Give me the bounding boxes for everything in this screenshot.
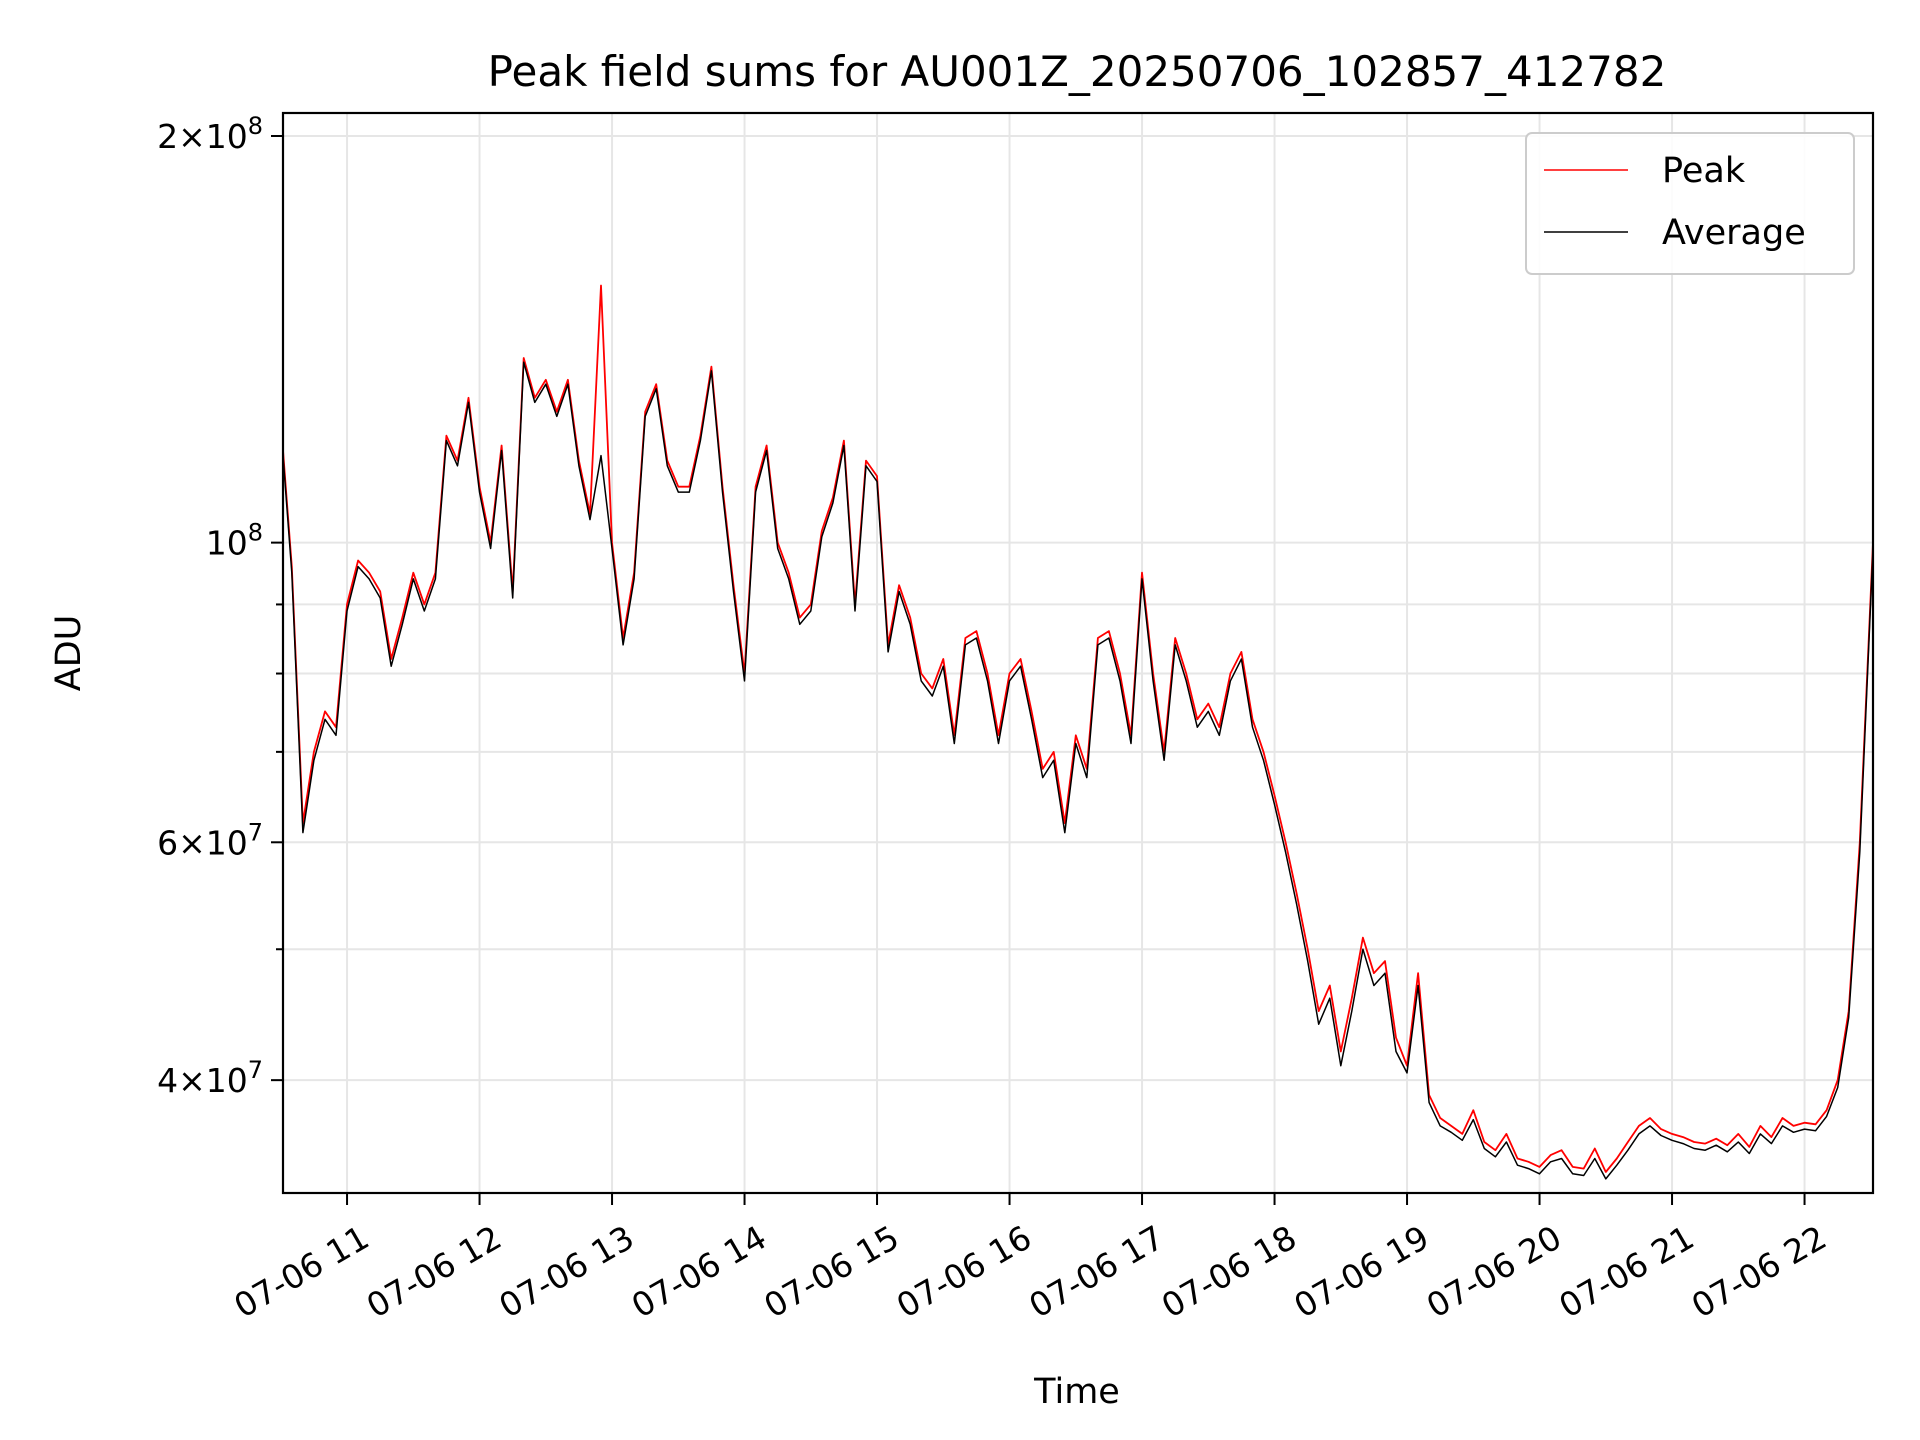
series-line-peak (282, 284, 1874, 1173)
legend: Peak Average (1525, 132, 1855, 275)
y-axis: 2×108 108 6×107 4×107 (157, 112, 283, 1100)
y-tick-label: 6×107 (157, 818, 263, 862)
grid (283, 113, 1873, 1193)
chart-title: Peak field sums for AU001Z_20250706_1028… (488, 47, 1667, 96)
legend-label-average: Average (1662, 213, 1806, 253)
x-axis-title: Time (1033, 1372, 1120, 1412)
y-tick-label: 4×107 (157, 1056, 263, 1100)
y-tick-label: 2×108 (157, 112, 263, 156)
legend-label-peak: Peak (1662, 151, 1746, 191)
series-line-average (282, 361, 1874, 1180)
legend-box (1525, 132, 1855, 275)
y-axis-title: ADU (49, 615, 89, 692)
series-layer (282, 284, 1874, 1180)
y-tick-label: 108 (206, 519, 263, 563)
plot-frame (281, 111, 1875, 1195)
